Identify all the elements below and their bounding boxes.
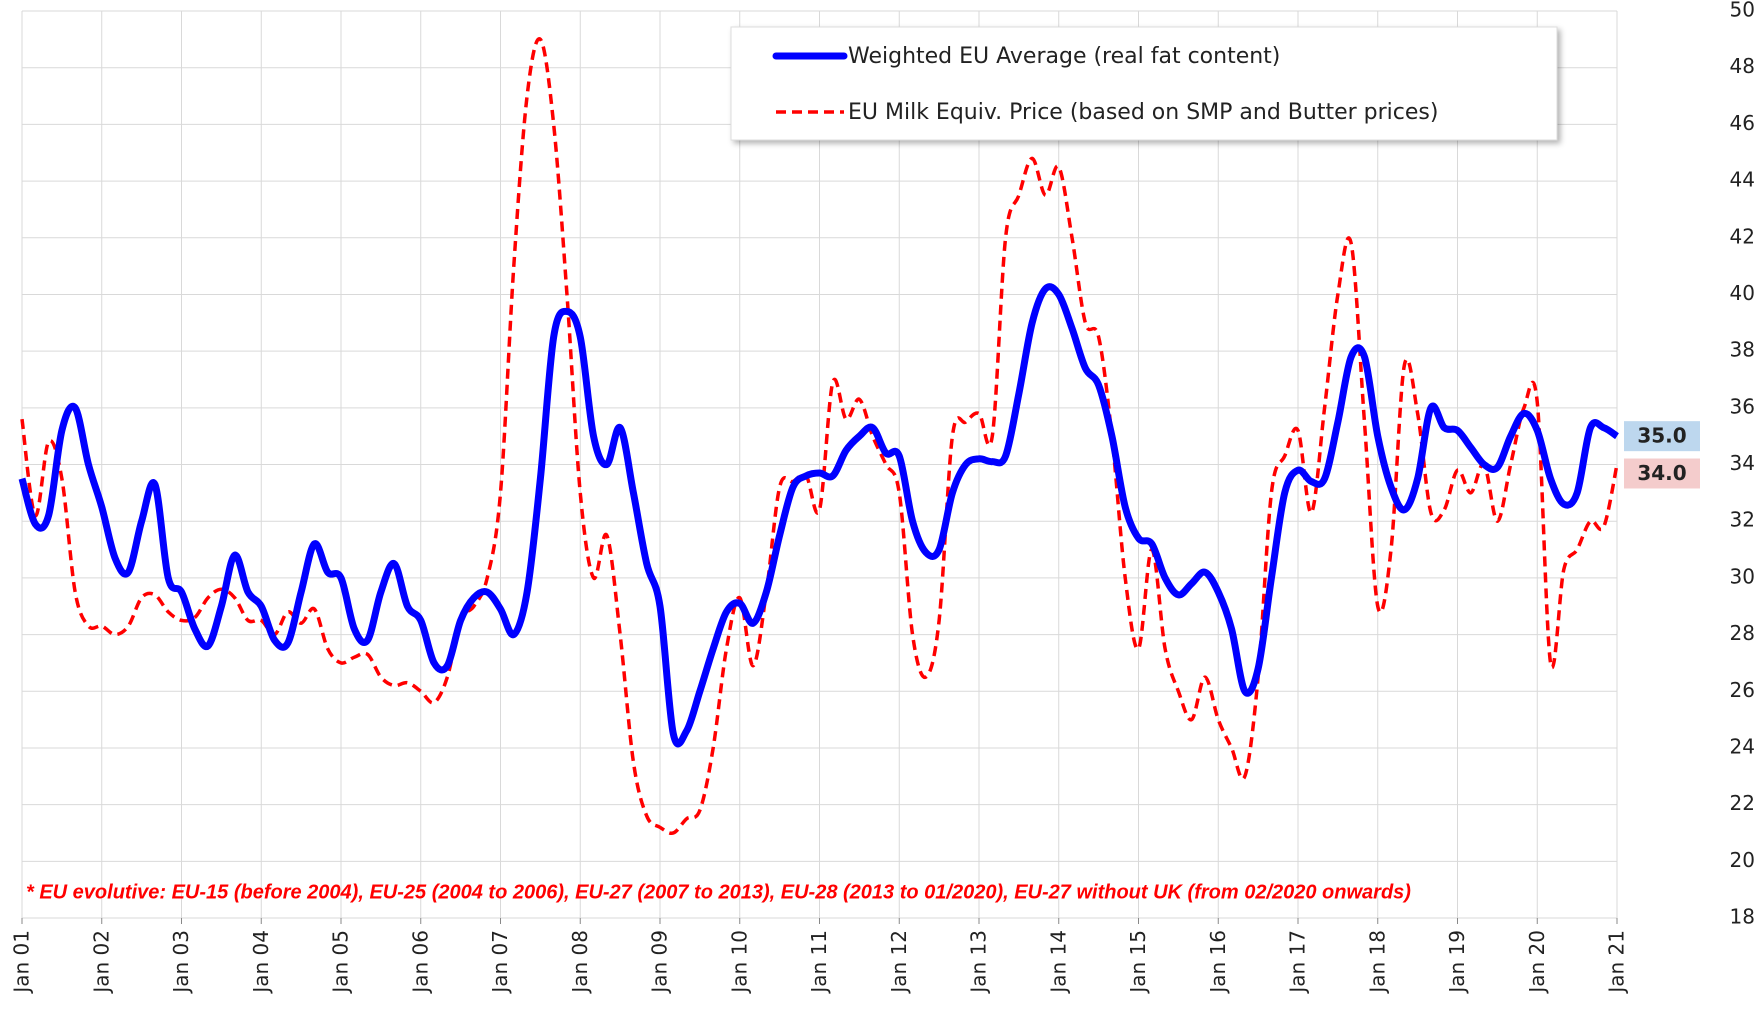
y-tick-label: 34 <box>1730 451 1755 475</box>
x-tick-label: Jan 13 <box>967 930 991 995</box>
y-tick-label: 48 <box>1730 54 1755 78</box>
x-tick-label: Jan 19 <box>1445 930 1469 995</box>
x-tick-label: Jan 06 <box>408 930 432 995</box>
y-tick-label: 42 <box>1730 224 1755 248</box>
data-line <box>18 283 1619 748</box>
legend-label: EU Milk Equiv. Price (based on SMP and B… <box>848 100 1438 125</box>
x-tick-label: Jan 16 <box>1206 930 1230 995</box>
x-tick-label: Jan 15 <box>1126 930 1150 995</box>
x-tick-label: Jan 07 <box>488 930 512 995</box>
x-tick-label: Jan 02 <box>89 930 113 995</box>
y-tick-label: 26 <box>1730 678 1755 702</box>
x-tick-label: Jan 12 <box>887 930 911 995</box>
y-tick-label: 20 <box>1730 848 1755 872</box>
y-tick-label: 22 <box>1730 791 1755 815</box>
y-tick-label: 32 <box>1730 508 1755 532</box>
legend-label: Weighted EU Average (real fat content) <box>848 44 1280 69</box>
y-tick-label: 46 <box>1730 111 1755 135</box>
x-tick-label: Jan 21 <box>1605 930 1629 995</box>
x-tick-label: Jan 14 <box>1046 930 1070 995</box>
y-tick-label: 38 <box>1730 338 1755 362</box>
x-tick-label: Jan 08 <box>568 930 592 995</box>
footnote: * EU evolutive: EU-15 (before 2004), EU-… <box>26 881 1411 903</box>
x-tick-label: Jan 05 <box>329 930 353 995</box>
y-tick-label: 30 <box>1730 564 1755 588</box>
end-label-box <box>1624 421 1700 452</box>
x-tick-label: Jan 01 <box>10 930 34 995</box>
end-label-box <box>1624 458 1700 489</box>
x-tick-label: Jan 09 <box>648 930 672 995</box>
x-tick-label: Jan 17 <box>1286 930 1310 995</box>
x-tick-label: Jan 18 <box>1365 930 1389 995</box>
data-line <box>20 37 1619 835</box>
y-tick-label: 50 <box>1730 0 1755 22</box>
y-tick-label: 28 <box>1730 621 1755 645</box>
end-label: 35.0 <box>1637 424 1686 448</box>
x-tick-label: Jan 11 <box>807 930 831 995</box>
y-tick-label: 44 <box>1730 168 1755 192</box>
y-tick-label: 40 <box>1730 281 1755 305</box>
end-label: 34.0 <box>1637 461 1686 485</box>
y-tick-label: 36 <box>1730 394 1755 418</box>
legend-box <box>730 26 1558 141</box>
y-tick-label: 18 <box>1730 905 1755 929</box>
y-tick-label: 24 <box>1730 734 1755 758</box>
x-tick-label: Jan 20 <box>1525 930 1549 995</box>
x-tick-label: Jan 04 <box>249 930 273 995</box>
x-tick-label: Jan 10 <box>727 930 751 995</box>
x-tick-label: Jan 03 <box>169 930 193 995</box>
